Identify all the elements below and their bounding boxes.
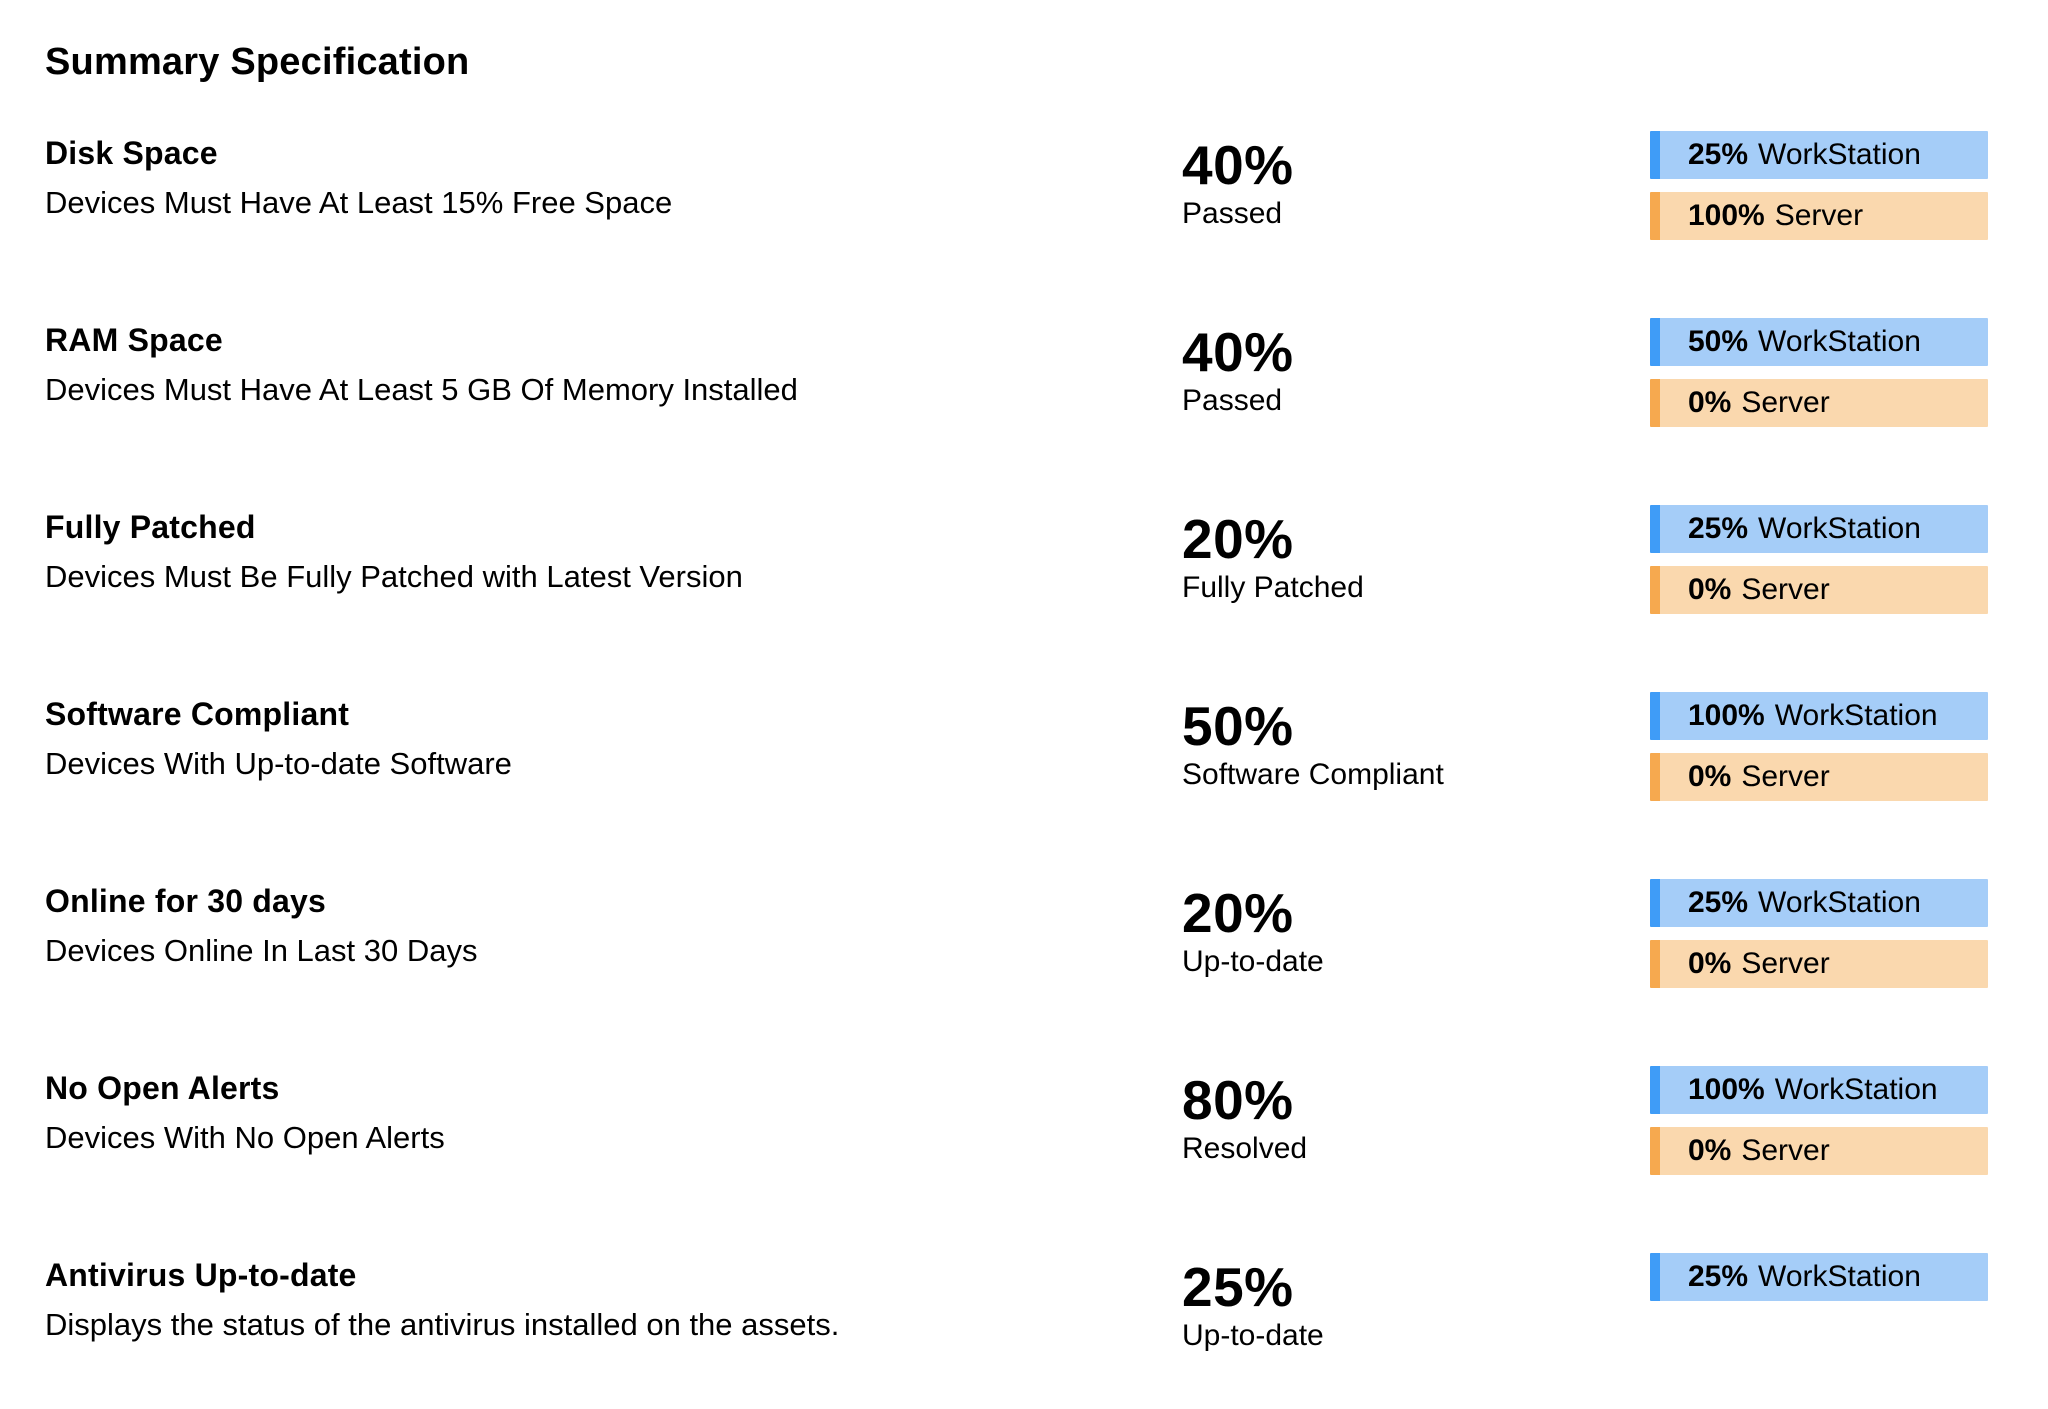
server-badge: 0% Server: [1650, 566, 1988, 614]
server-badge: 0% Server: [1650, 940, 1988, 988]
server-badge: 0% Server: [1650, 753, 1988, 801]
workstation-percent: 25%: [1688, 512, 1749, 545]
spec-row-percent-label: Passed: [1182, 384, 1283, 417]
server-label: Server: [1741, 760, 1830, 793]
spec-row-badges: 25% WorkStation 0% Server: [1650, 879, 1988, 988]
spec-row-badges: 100% WorkStation 0% Server: [1650, 1066, 1988, 1175]
spec-row-description: Devices Must Be Fully Patched with Lates…: [45, 559, 743, 594]
spec-row-badges: 50% WorkStation 0% Server: [1650, 318, 1988, 427]
workstation-percent: 25%: [1688, 138, 1749, 171]
spec-rows: Disk Space Devices Must Have At Least 15…: [0, 131, 2048, 1409]
spec-row-percent-label: Up-to-date: [1182, 945, 1324, 978]
server-percent: 0%: [1688, 386, 1732, 419]
spec-row-title: Fully Patched: [45, 509, 256, 545]
workstation-badge: 25% WorkStation: [1650, 1253, 1988, 1301]
spec-row: RAM Space Devices Must Have At Least 5 G…: [0, 318, 2048, 511]
workstation-badge: 50% WorkStation: [1650, 318, 1988, 366]
spec-row-description: Devices Online In Last 30 Days: [45, 933, 478, 968]
workstation-percent: 50%: [1688, 325, 1749, 358]
spec-row-text: Online for 30 days Devices Online In Las…: [45, 881, 1145, 971]
spec-row-result: 80% Resolved: [1182, 1073, 1622, 1168]
spec-row-text: Disk Space Devices Must Have At Least 15…: [45, 133, 1145, 223]
spec-row-badges: 25% WorkStation: [1650, 1253, 1988, 1301]
workstation-badge: 100% WorkStation: [1650, 1066, 1988, 1114]
server-percent: 100%: [1688, 199, 1765, 232]
page-title: Summary Specification: [45, 41, 470, 83]
workstation-label: WorkStation: [1774, 1073, 1938, 1106]
spec-row-title: Disk Space: [45, 135, 218, 171]
spec-row-percent-label: Software Compliant: [1182, 758, 1444, 791]
server-percent: 0%: [1688, 947, 1732, 980]
spec-row: Online for 30 days Devices Online In Las…: [0, 879, 2048, 1072]
server-percent: 0%: [1688, 760, 1732, 793]
spec-row-description: Displays the status of the antivirus ins…: [45, 1307, 840, 1342]
workstation-badge: 100% WorkStation: [1650, 692, 1988, 740]
spec-row-description: Devices Must Have At Least 15% Free Spac…: [45, 185, 673, 220]
spec-row-title: No Open Alerts: [45, 1070, 280, 1106]
spec-row-percent: 25%: [1182, 1256, 1294, 1318]
spec-row: Disk Space Devices Must Have At Least 15…: [0, 131, 2048, 324]
workstation-badge: 25% WorkStation: [1650, 879, 1988, 927]
spec-row-badges: 100% WorkStation 0% Server: [1650, 692, 1988, 801]
spec-row-badges: 25% WorkStation 100% Server: [1650, 131, 1988, 240]
workstation-label: WorkStation: [1758, 138, 1921, 171]
spec-row-percent: 20%: [1182, 882, 1294, 944]
spec-row-result: 40% Passed: [1182, 138, 1622, 233]
server-label: Server: [1774, 199, 1864, 232]
workstation-percent: 100%: [1688, 1073, 1765, 1106]
spec-row-result: 25% Up-to-date: [1182, 1260, 1622, 1355]
spec-row-title: RAM Space: [45, 322, 223, 358]
spec-row-text: Software Compliant Devices With Up-to-da…: [45, 694, 1145, 784]
spec-row-result: 20% Fully Patched: [1182, 512, 1622, 607]
spec-row-result: 50% Software Compliant: [1182, 699, 1622, 794]
spec-row-percent-label: Resolved: [1182, 1132, 1308, 1165]
spec-row-text: Fully Patched Devices Must Be Fully Patc…: [45, 507, 1145, 597]
workstation-label: WorkStation: [1758, 325, 1921, 358]
workstation-percent: 25%: [1688, 886, 1749, 919]
spec-row-title: Online for 30 days: [45, 883, 327, 919]
spec-row-text: Antivirus Up-to-date Displays the status…: [45, 1255, 1145, 1345]
workstation-percent: 25%: [1688, 1260, 1749, 1293]
server-percent: 0%: [1688, 573, 1732, 606]
server-badge: 0% Server: [1650, 1127, 1988, 1175]
spec-row-percent-label: Passed: [1182, 197, 1283, 230]
spec-row-percent-label: Up-to-date: [1182, 1319, 1324, 1352]
spec-row-title: Antivirus Up-to-date: [45, 1257, 357, 1293]
spec-row: Software Compliant Devices With Up-to-da…: [0, 692, 2048, 885]
spec-row-description: Devices With No Open Alerts: [45, 1120, 445, 1155]
workstation-badge: 25% WorkStation: [1650, 505, 1988, 553]
spec-row-percent: 20%: [1182, 508, 1294, 570]
server-percent: 0%: [1688, 1134, 1732, 1167]
spec-row-text: RAM Space Devices Must Have At Least 5 G…: [45, 320, 1145, 410]
spec-row-badges: 25% WorkStation 0% Server: [1650, 505, 1988, 614]
spec-row-percent-label: Fully Patched: [1182, 571, 1364, 604]
spec-row-percent: 80%: [1182, 1069, 1294, 1131]
server-label: Server: [1741, 386, 1830, 419]
server-label: Server: [1741, 947, 1830, 980]
workstation-label: WorkStation: [1758, 512, 1921, 545]
workstation-label: WorkStation: [1758, 1260, 1921, 1293]
spec-row: No Open Alerts Devices With No Open Aler…: [0, 1066, 2048, 1259]
spec-row-text: No Open Alerts Devices With No Open Aler…: [45, 1068, 1145, 1158]
server-label: Server: [1741, 1134, 1830, 1167]
spec-row-description: Devices Must Have At Least 5 GB Of Memor…: [45, 372, 798, 407]
spec-row-title: Software Compliant: [45, 696, 350, 732]
server-label: Server: [1741, 573, 1830, 606]
spec-row: Fully Patched Devices Must Be Fully Patc…: [0, 505, 2048, 698]
spec-row-result: 20% Up-to-date: [1182, 886, 1622, 981]
spec-row: Antivirus Up-to-date Displays the status…: [0, 1253, 2048, 1409]
spec-row-percent: 50%: [1182, 695, 1294, 757]
spec-row-result: 40% Passed: [1182, 325, 1622, 420]
spec-row-percent: 40%: [1182, 321, 1294, 383]
server-badge: 100% Server: [1650, 192, 1988, 240]
spec-row-description: Devices With Up-to-date Software: [45, 746, 512, 781]
workstation-label: WorkStation: [1758, 886, 1921, 919]
spec-row-percent: 40%: [1182, 134, 1294, 196]
server-badge: 0% Server: [1650, 379, 1988, 427]
workstation-badge: 25% WorkStation: [1650, 131, 1988, 179]
workstation-percent: 100%: [1688, 699, 1765, 732]
workstation-label: WorkStation: [1774, 699, 1938, 732]
